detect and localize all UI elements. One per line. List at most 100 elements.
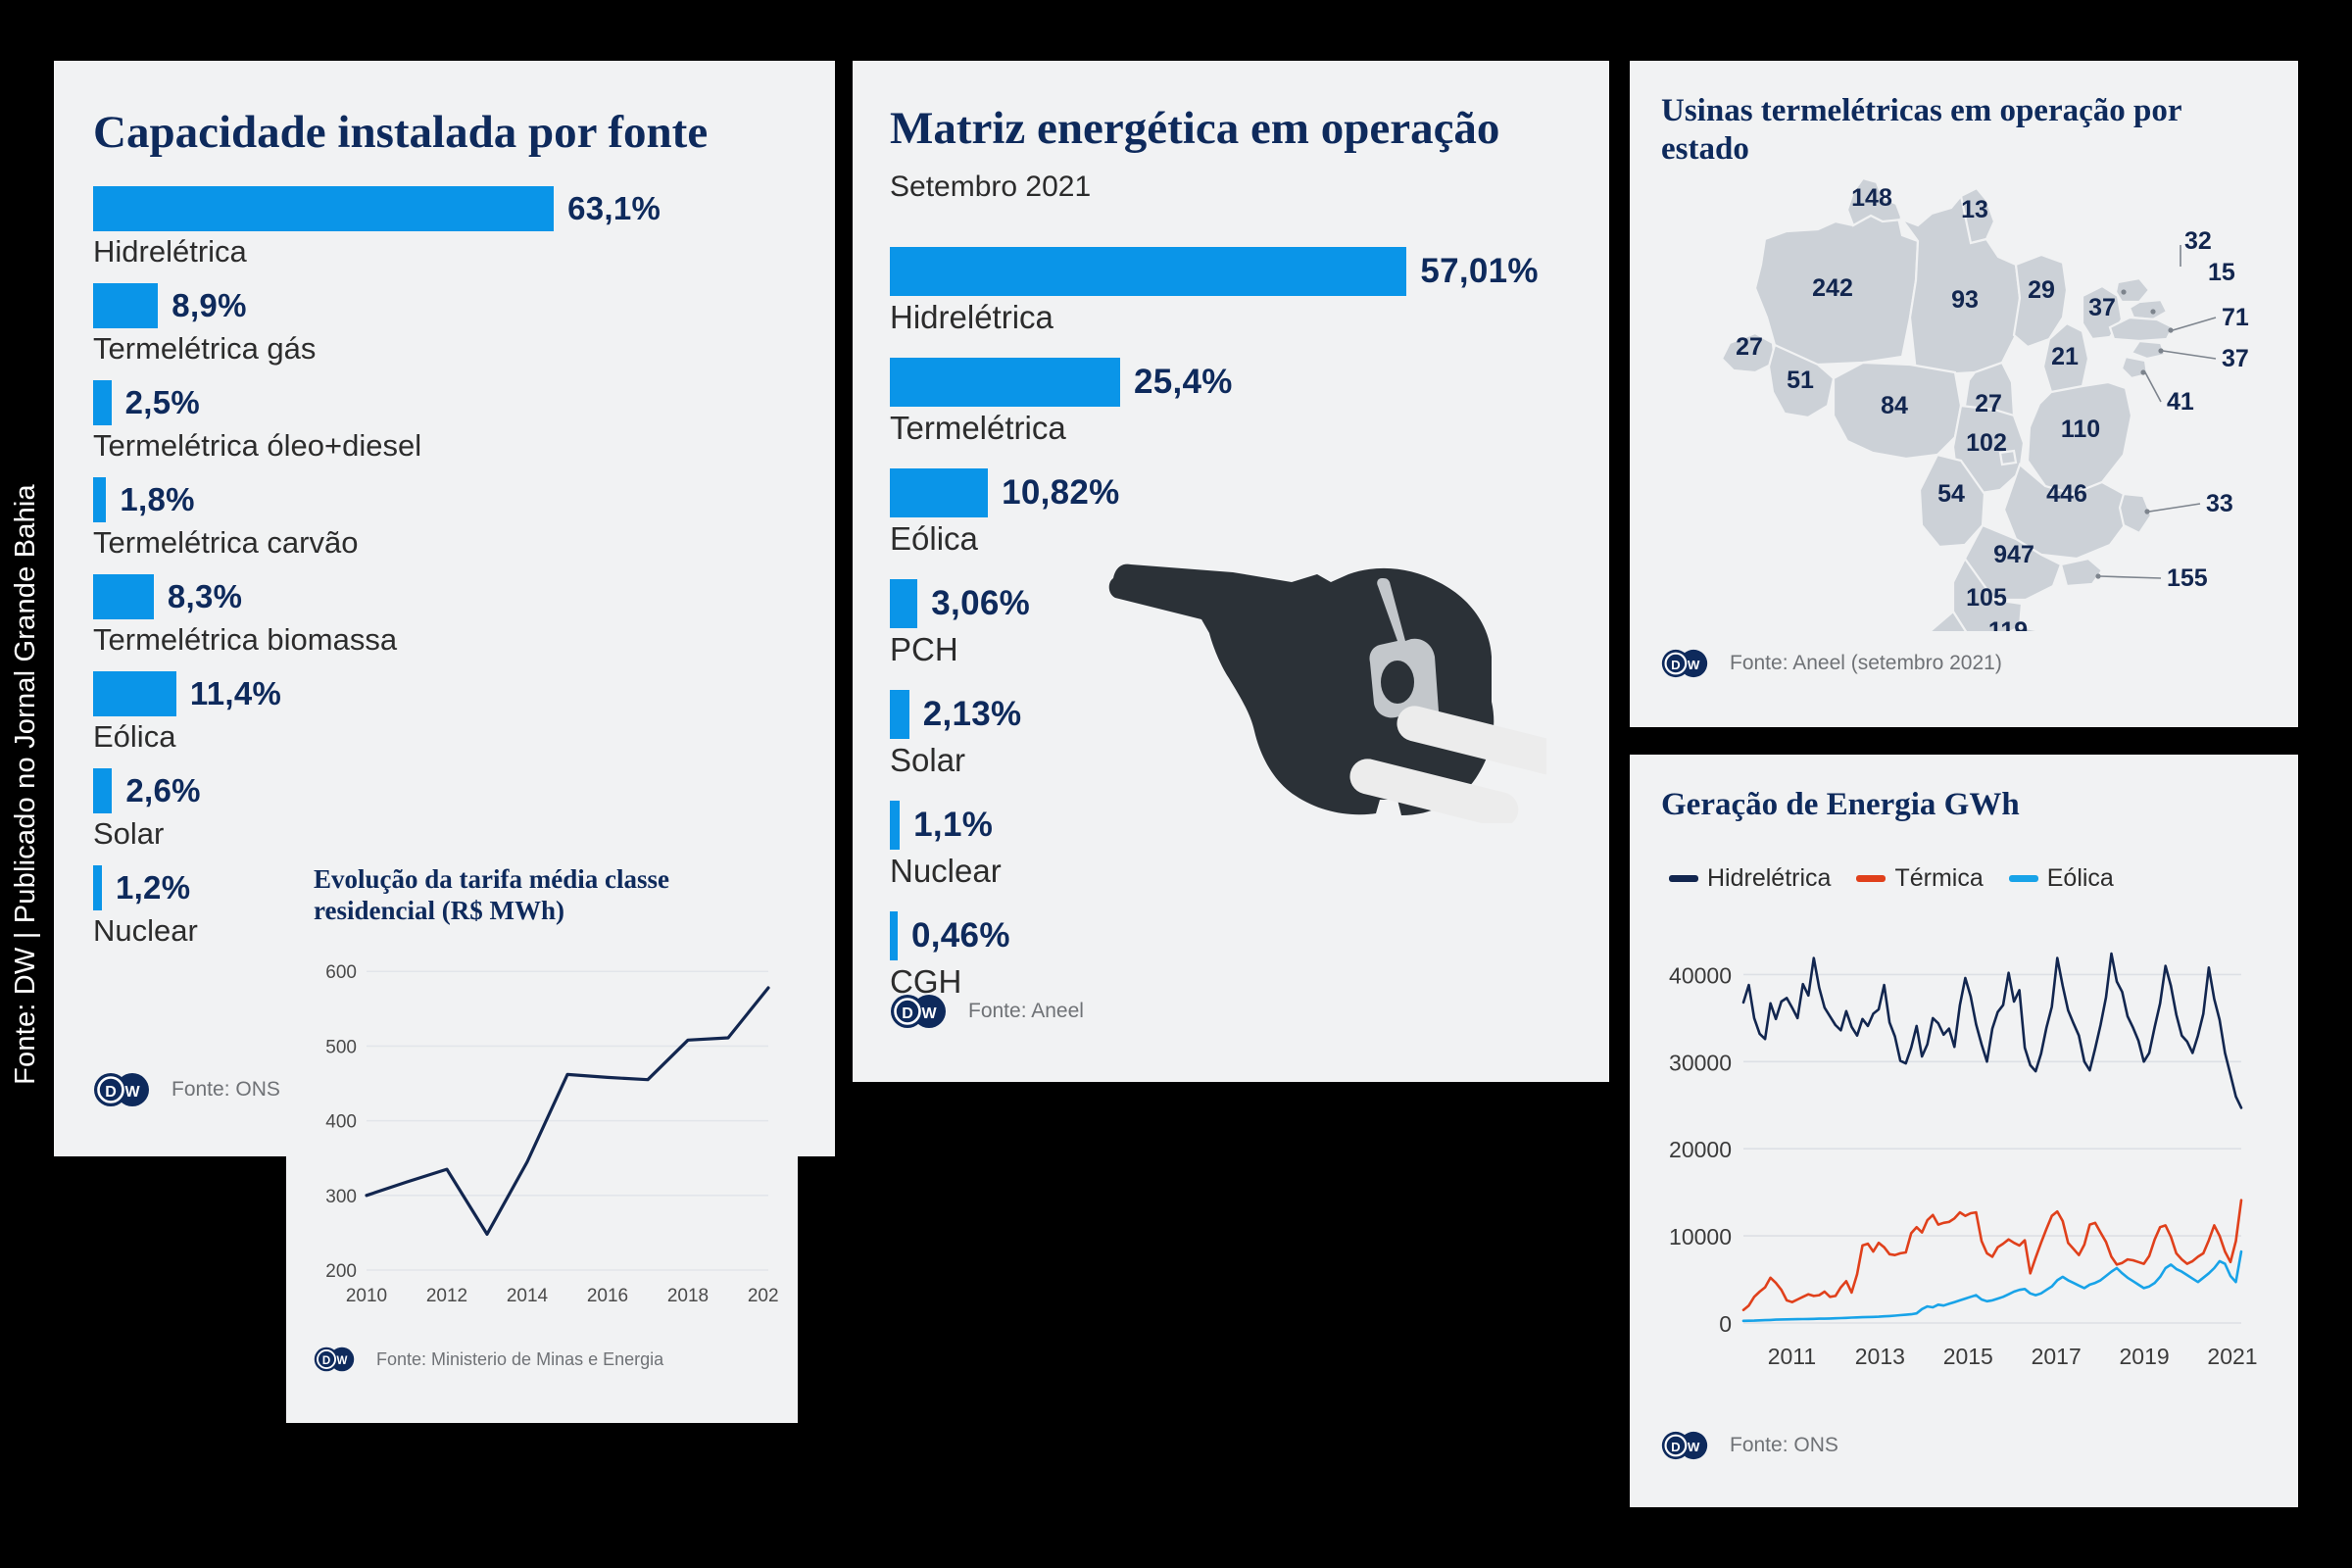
bar-value: 3,06% — [931, 584, 1031, 622]
map-value-go: 102 — [1966, 429, 2007, 457]
svg-text:W: W — [336, 1355, 347, 1367]
bar-row: 57,01% Hidrelétrica — [890, 247, 1556, 336]
map-value-pa: 93 — [1951, 286, 1979, 314]
map-value-ma: 29 — [2028, 276, 2055, 304]
y-tick-label: 40000 — [1669, 962, 1732, 988]
map-value-ba: 110 — [2061, 416, 2100, 443]
map-state-rn — [2114, 276, 2151, 304]
map-state-pe — [2108, 316, 2175, 343]
x-tick-label: 2019 — [2120, 1344, 2170, 1369]
legend-item: Eólica — [2008, 864, 2114, 893]
bar-track: 63,1% — [93, 186, 779, 231]
legend-label: Hidrelétrica — [1707, 864, 1832, 892]
bar-value: 57,01% — [1420, 252, 1539, 290]
capacidade-bar-list: 63,1% Hidrelétrica 8,9% Termelétrica gás 2,5… — [93, 186, 779, 962]
bar-fill — [890, 801, 901, 850]
geracao-legend: Hidrelétrica Térmica Eólica — [1669, 864, 2114, 893]
subtitle-matriz: Setembro 2021 — [890, 171, 1092, 203]
bar-row: 0,46% CGH — [890, 911, 1556, 1001]
page-title-tarifa: Evolução da tarifa média classe residenc… — [314, 864, 669, 925]
bar-label: Eólica — [890, 520, 978, 557]
bar-fill — [890, 468, 989, 517]
bar-fill — [93, 671, 176, 716]
bar-value: 8,9% — [172, 287, 247, 323]
x-tick-label: 2018 — [667, 1286, 709, 1306]
bar-label: Hidrelétrica — [93, 234, 247, 269]
bar-row: 3,06% PCH — [890, 579, 1556, 668]
bar-row: 63,1% Hidrelétrica — [93, 186, 779, 270]
x-tick-label: 2020 — [748, 1286, 778, 1306]
bar-label: PCH — [890, 631, 958, 667]
bar-track: 1,8% — [93, 477, 779, 522]
bar-row: 8,9% Termelétrica gás — [93, 283, 779, 367]
page-title-mapa: Usinas termelétricas em operação por est… — [1661, 93, 2181, 167]
map-value-mt: 84 — [1881, 392, 1908, 419]
map-value-ac: 27 — [1736, 333, 1763, 361]
bar-value: 2,13% — [922, 695, 1022, 733]
svg-text:D: D — [322, 1355, 330, 1367]
bar-value: 10,82% — [1002, 473, 1120, 512]
publication-credit-text: Fonte: DW | Publicado no Jornal Grande B… — [9, 483, 41, 1085]
map-state-ro — [1767, 343, 1836, 419]
bar-fill — [93, 380, 112, 425]
source-geracao: D W Fonte: ONS — [1661, 1431, 1838, 1460]
map-value-rn: 32 — [2184, 227, 2212, 255]
bar-label: Nuclear — [890, 853, 1002, 889]
bar-value: 1,2% — [115, 869, 191, 906]
bar-track: 8,9% — [93, 283, 779, 328]
bar-fill — [890, 247, 1407, 296]
y-tick-label: 300 — [325, 1187, 357, 1207]
bar-track: 2,5% — [93, 380, 779, 425]
x-tick-label: 2013 — [1855, 1344, 1905, 1369]
x-tick-label: 2015 — [1943, 1344, 1993, 1369]
bar-track: 10,82% — [890, 468, 1556, 517]
bar-track: 2,13% — [890, 690, 1556, 739]
legend-swatch — [1669, 875, 1698, 882]
bar-track: 11,4% — [93, 671, 779, 716]
dw-logo-icon: D W — [93, 1072, 150, 1107]
legend-label: Eólica — [2046, 864, 2114, 892]
source-text-mapa: Fonte: Aneel (setembro 2021) — [1730, 652, 2002, 674]
bar-track: 25,4% — [890, 358, 1556, 407]
map-state-al — [2130, 339, 2167, 361]
y-tick-label: 30000 — [1669, 1050, 1732, 1075]
geracao-line-chart: 0 10000 20000 30000 40000 2011 2013 2015 2017 201… — [1669, 952, 2258, 1369]
bar-track: 3,06% — [890, 579, 1556, 628]
map-value-am: 242 — [1812, 274, 1853, 302]
bar-label: Termelétrica — [890, 410, 1066, 446]
bar-value: 11,4% — [189, 675, 282, 711]
map-state-df — [1998, 449, 2018, 466]
bar-row: 1,2% Nuclear — [93, 865, 779, 949]
bar-row: 10,82% Eólica — [890, 468, 1556, 558]
map-state-sc — [2008, 625, 2043, 631]
bar-row: 8,3% Termelétrica biomassa — [93, 574, 779, 658]
map-value-sp: 947 — [1993, 541, 2034, 568]
power-plug-illustration — [1108, 564, 1546, 823]
bar-row: 1,8% Termelétrica carvão — [93, 477, 779, 561]
bar-value: 1,8% — [120, 481, 195, 517]
svg-text:W: W — [124, 1084, 140, 1101]
legend-item: Hidrelétrica — [1669, 864, 1831, 893]
y-tick-label: 500 — [325, 1037, 357, 1057]
map-value-pb: 15 — [2208, 259, 2235, 286]
page-title-matriz: Matriz energética em operação — [890, 103, 1500, 154]
bar-label: Nuclear — [93, 913, 198, 948]
x-tick-label: 2010 — [346, 1286, 387, 1306]
source-text-geracao: Fonte: ONS — [1730, 1434, 1838, 1456]
svg-text:W: W — [921, 1005, 937, 1022]
bar-track: 1,2% — [93, 865, 779, 910]
publication-credit: Fonte: DW | Publicado no Jornal Grande B… — [0, 0, 51, 1568]
bar-row: 2,6% Solar — [93, 768, 779, 852]
map-value-ce: 37 — [2088, 294, 2116, 321]
source-capacidade: D W Fonte: ONS — [93, 1072, 280, 1107]
dw-logo-icon: D W — [314, 1347, 355, 1372]
legend-swatch — [1856, 875, 1886, 882]
bar-fill — [93, 477, 107, 522]
map-value-se: 41 — [2167, 388, 2194, 416]
legend-swatch — [2008, 875, 2038, 882]
bar-label: Eólica — [93, 719, 176, 754]
bar-track: 0,46% — [890, 911, 1556, 960]
brazil-choropleth-map: 148 13 242 93 29 37 21 27 27 51 84 110 102 446 54 947 10… — [1720, 176, 2249, 631]
tarifa-series-line — [365, 986, 770, 1236]
map-value-ms: 54 — [1937, 480, 1965, 508]
